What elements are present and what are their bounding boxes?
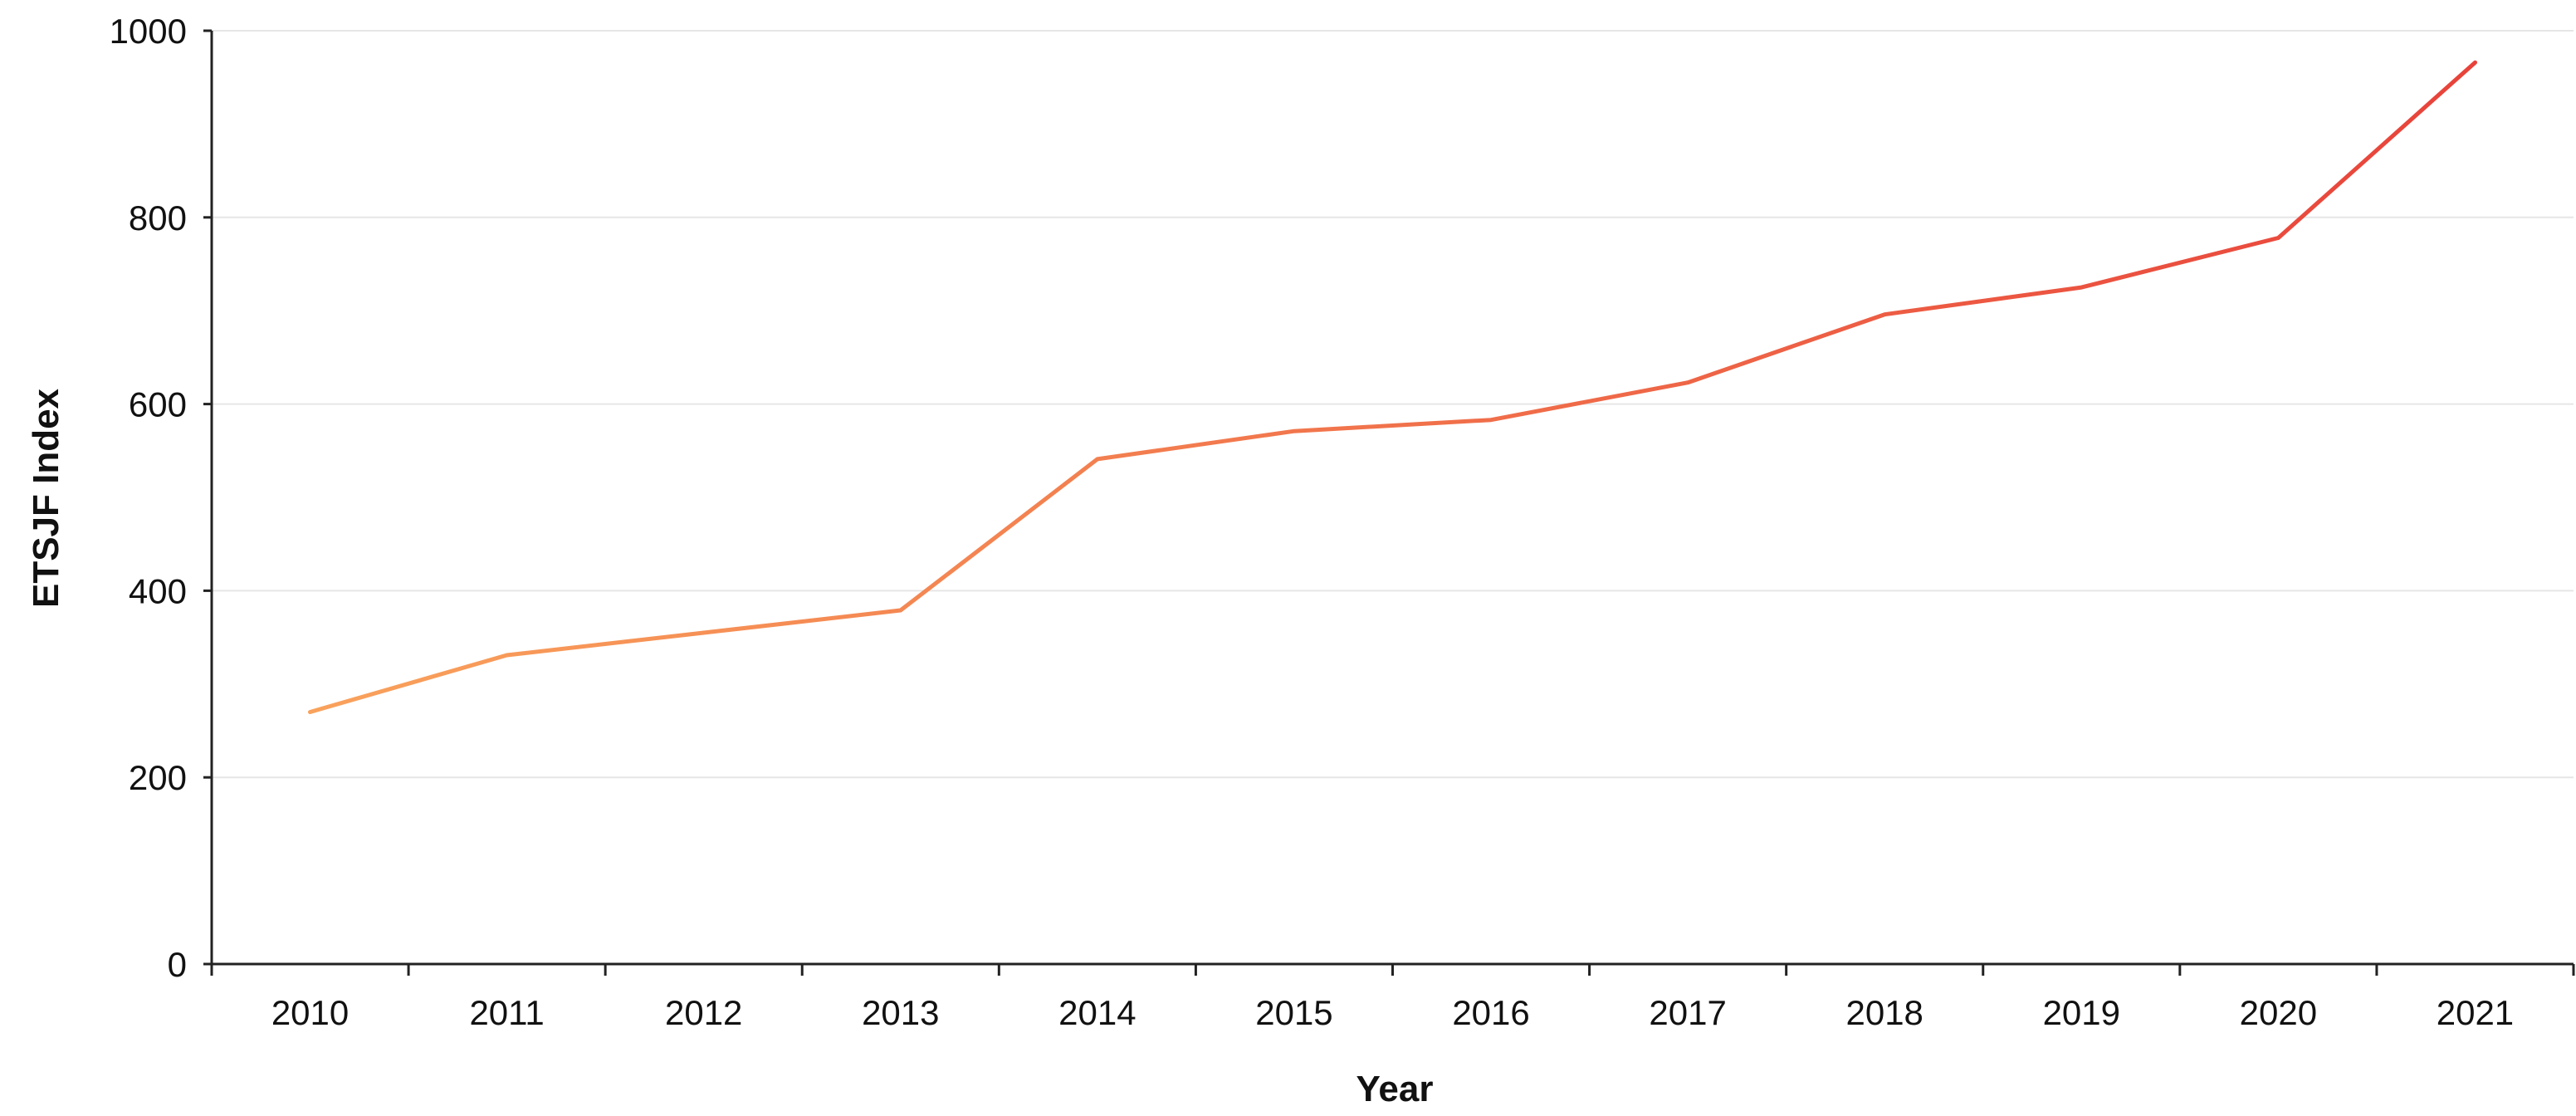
y-tick-label: 600 [129, 385, 187, 424]
x-tick-label: 2017 [1649, 993, 1726, 1032]
x-tick-label: 2015 [1255, 993, 1332, 1032]
x-tick-label: 2018 [1845, 993, 1923, 1032]
gridlines [212, 30, 2574, 779]
y-tick-label: 1000 [110, 12, 187, 51]
series-layer [308, 60, 2477, 714]
y-tick-label: 200 [129, 758, 187, 797]
y-axis-title: ETSJF Index [26, 388, 66, 608]
x-tick-label: 2013 [862, 993, 939, 1032]
x-tick-label: 2011 [469, 993, 544, 1032]
y-tick-label: 0 [168, 945, 187, 984]
axes [203, 29, 2575, 976]
x-tick-label: 2019 [2043, 993, 2120, 1032]
x-axis-title: Year [1356, 1069, 1434, 1109]
series-line [308, 60, 2477, 714]
x-tick-label: 2016 [1452, 993, 1529, 1032]
x-tick-label: 2021 [2437, 993, 2514, 1032]
y-tick-label: 800 [129, 198, 187, 237]
tick-labels: 0 200 400 600 800 1000 2010 2011 2012 2013 2014 201… [110, 12, 2515, 1032]
x-tick-label: 2014 [1058, 993, 1136, 1032]
x-tick-label: 2010 [271, 993, 349, 1032]
x-tick-label: 2020 [2240, 993, 2317, 1032]
x-tick-label: 2012 [665, 993, 742, 1032]
y-tick-label: 400 [129, 571, 187, 610]
